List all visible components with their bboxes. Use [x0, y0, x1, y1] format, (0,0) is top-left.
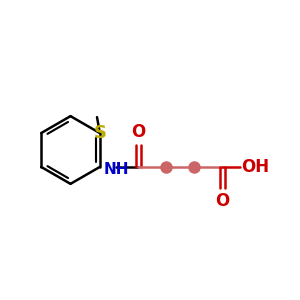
Text: S: S — [93, 124, 106, 142]
Text: NH: NH — [103, 162, 129, 177]
Text: O: O — [131, 123, 145, 141]
Text: OH: OH — [241, 158, 269, 176]
Text: O: O — [215, 192, 229, 210]
